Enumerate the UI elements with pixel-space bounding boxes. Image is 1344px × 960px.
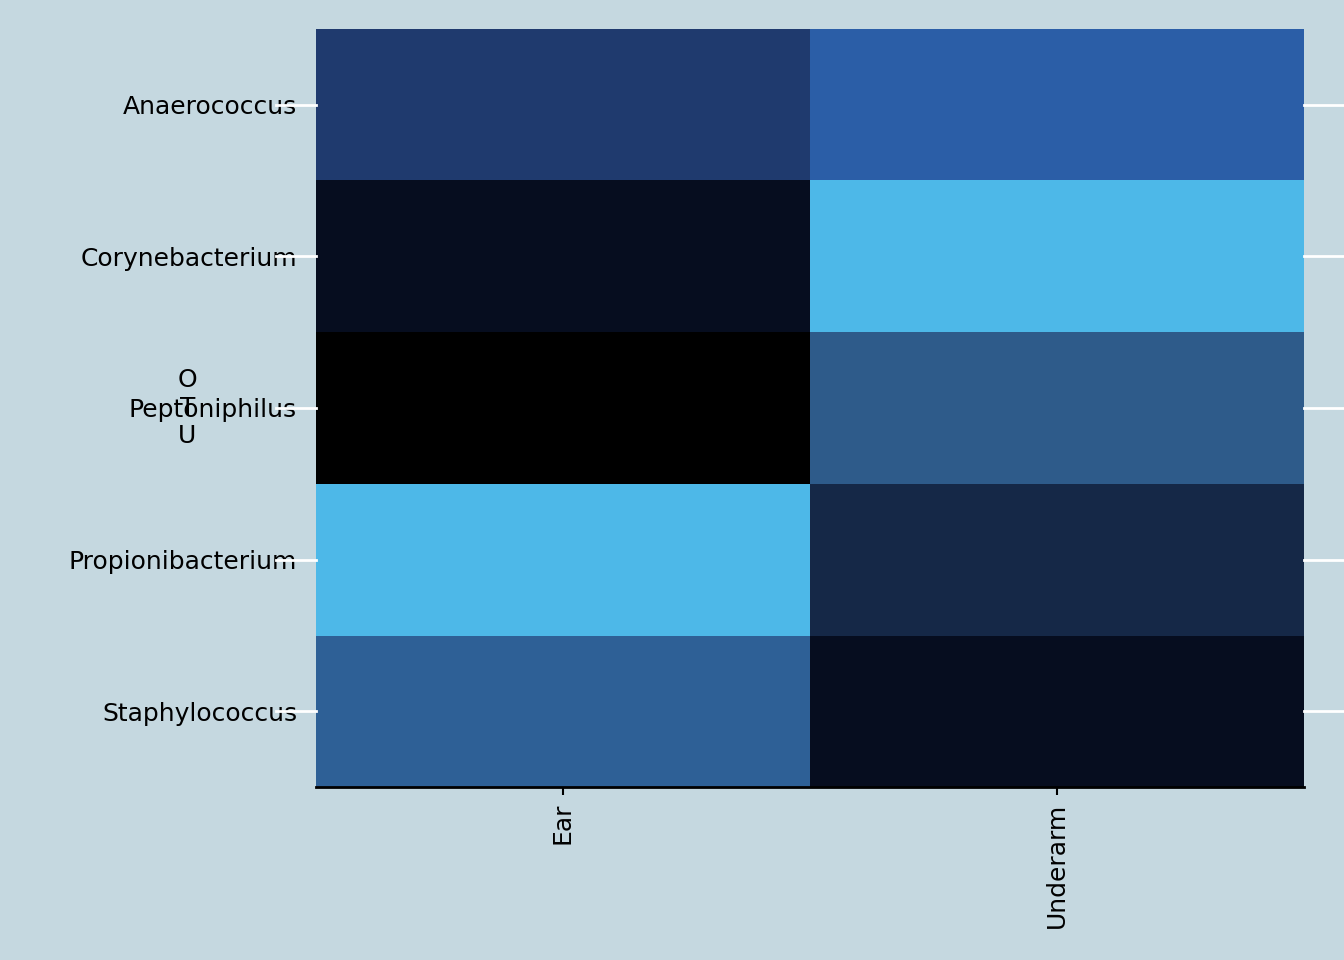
Text: O
T
U: O T U (177, 369, 198, 447)
FancyBboxPatch shape (809, 29, 1304, 180)
FancyBboxPatch shape (316, 180, 809, 332)
FancyBboxPatch shape (809, 332, 1304, 484)
FancyBboxPatch shape (316, 29, 809, 180)
FancyBboxPatch shape (809, 180, 1304, 332)
FancyBboxPatch shape (809, 484, 1304, 636)
FancyBboxPatch shape (316, 484, 809, 636)
FancyBboxPatch shape (809, 636, 1304, 787)
FancyBboxPatch shape (316, 332, 809, 484)
FancyBboxPatch shape (316, 636, 809, 787)
